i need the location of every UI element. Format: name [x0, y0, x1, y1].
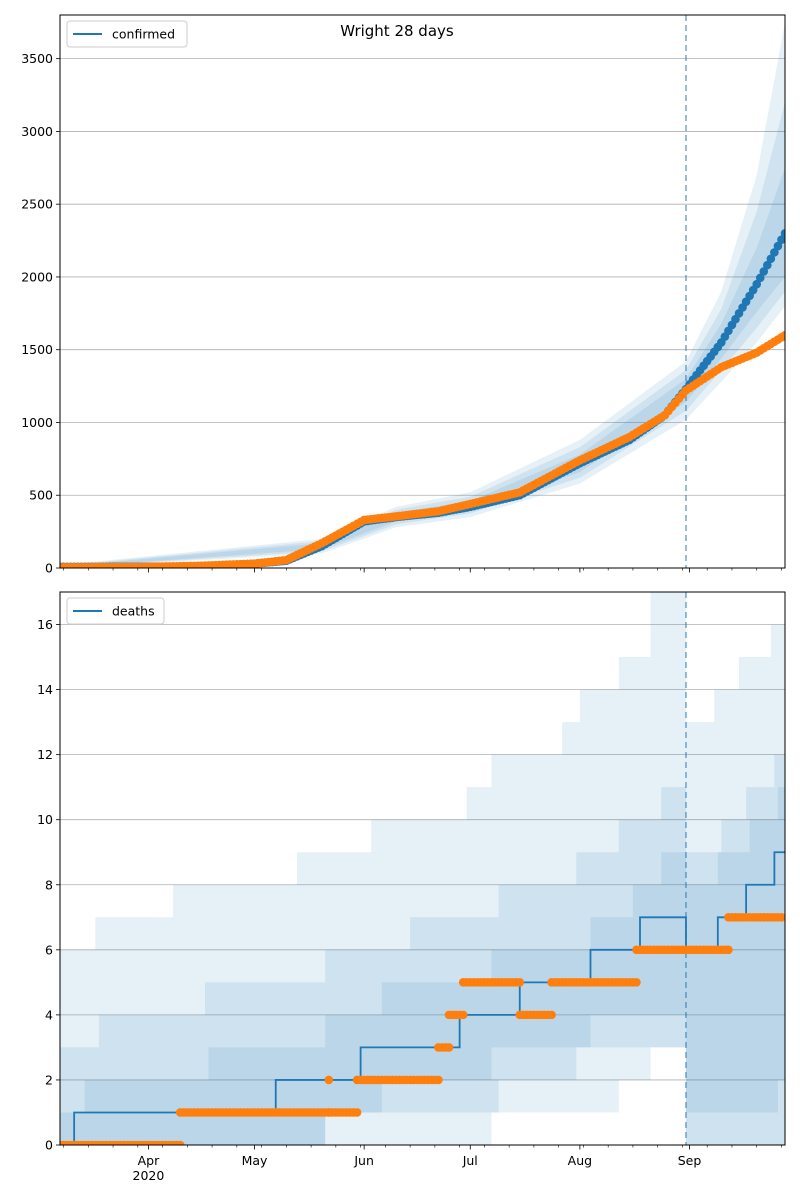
y-tick-label: 14 [37, 682, 53, 697]
observation-point [434, 1075, 443, 1085]
observation-point [458, 1010, 468, 1020]
y-tick-label: 500 [29, 488, 53, 503]
x-tick-label: Aug [568, 1153, 592, 1168]
confirmed-x-axis [63, 568, 782, 573]
legend-box [66, 597, 165, 625]
median-step-line [60, 851, 785, 1145]
x-tick-label: May [242, 1153, 268, 1168]
uncertainty-band-outer [60, 592, 785, 1145]
observation-point [324, 1075, 334, 1085]
confirmed-y-axis: 0 500 1000 1500 2000 2500 3000 3500 [21, 51, 60, 576]
uncertainty-band-inner [60, 787, 785, 1145]
confirmed-chart: 0 500 1000 1500 2000 2500 3000 3500 Wright 28 d… [21, 14, 786, 576]
observation-point [759, 267, 769, 276]
y-tick-label: 12 [37, 747, 53, 762]
legend-label-confirmed: confirmed [112, 27, 175, 42]
y-tick-label: 1000 [21, 415, 53, 430]
observation-point [763, 260, 772, 270]
observation-point [632, 978, 641, 987]
y-tick-label: 2000 [21, 269, 53, 284]
x-tick-label: Jul [462, 1153, 478, 1168]
confirmed-legend: confirmed [66, 20, 188, 48]
observation-point [777, 912, 785, 922]
deaths-y-axis: 0 2 4 6 8 10 12 14 16 [37, 617, 60, 1153]
observation-point [352, 1108, 362, 1117]
observation-point [515, 978, 525, 987]
y-tick-label: 3500 [21, 51, 53, 66]
y-tick-label: 2500 [21, 197, 53, 212]
y-tick-label: 1500 [21, 342, 53, 357]
confirmed-series [60, 228, 785, 568]
legend-box [66, 20, 188, 48]
x-tick-sublabel: 2020 [133, 1168, 165, 1183]
observation-point [766, 254, 776, 264]
x-tick-label: Apr [138, 1153, 160, 1168]
observation-point [752, 279, 762, 289]
y-tick-label: 16 [37, 617, 53, 632]
legend-label-deaths: deaths [112, 604, 155, 619]
observation-point [780, 330, 785, 340]
y-tick-label: 6 [45, 942, 53, 957]
y-tick-label: 8 [45, 877, 53, 892]
observation-point [755, 273, 765, 283]
observation-point [444, 1043, 454, 1052]
observation-point [777, 235, 785, 244]
uncertainty-band-outer [60, 22, 785, 568]
observation-point [547, 1010, 556, 1020]
y-tick-label: 3000 [21, 124, 53, 139]
deaths-axes-frame [59, 591, 786, 1146]
y-tick-label: 0 [45, 1138, 53, 1153]
observation-point [770, 248, 779, 257]
y-tick-label: 4 [45, 1007, 53, 1022]
y-tick-label: 10 [37, 812, 53, 827]
uncertainty-band-middle [60, 754, 785, 1145]
y-tick-label: 2 [45, 1072, 53, 1087]
deaths-series [60, 851, 785, 1145]
y-tick-label: 0 [45, 561, 53, 576]
deaths-legend: deaths [66, 597, 165, 625]
confirmed-axes-frame [59, 14, 786, 569]
observation-point [780, 228, 785, 238]
observation-point [175, 1140, 185, 1145]
observation-point [773, 241, 783, 251]
x-tick-label: Sep [678, 1153, 702, 1168]
deaths-uncertainty-bands [60, 592, 785, 1145]
observation-point [724, 945, 733, 955]
chart-title: Wright 28 days [340, 22, 454, 40]
x-tick-label: Jun [353, 1153, 374, 1168]
